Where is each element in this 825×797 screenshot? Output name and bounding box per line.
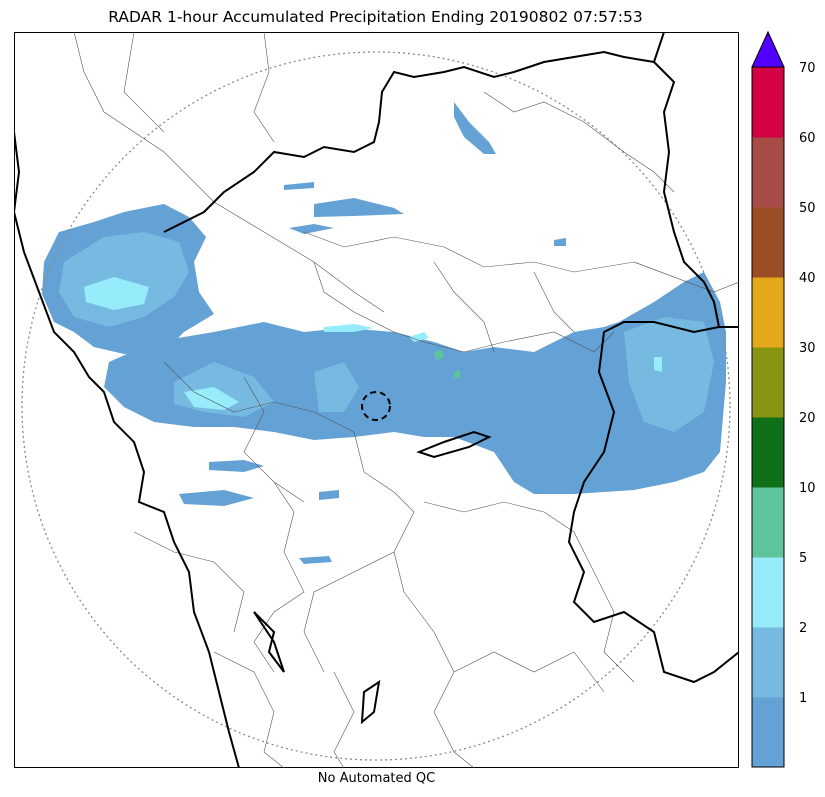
tick-label: 5 [799,551,807,566]
eastern-state-border [653,61,739,328]
tick-label: 40 [799,271,816,286]
colorbar-band [752,697,784,768]
radar-map[interactable] [14,32,739,768]
tick-label: 2 [799,621,807,636]
tick-label: 70 [799,61,816,76]
colorbar-band [752,487,784,558]
colorbar-overflow-triangle [751,30,785,68]
tick-label: 60 [799,131,816,146]
tick-label: 10 [799,481,816,496]
colorbar-band [752,67,784,138]
colorbar-frame [751,66,785,768]
colorbar-band [752,137,784,208]
colorbar-band [752,207,784,278]
colorbar-band [752,347,784,418]
colorbar-bands [752,67,784,768]
colorbar: 1 2 5 10 20 30 40 50 60 70 [751,30,816,768]
tick-label: 20 [799,411,816,426]
colorbar-ticks: 1 2 5 10 20 30 40 50 60 70 [799,61,816,706]
state-boundaries [14,32,739,768]
radar-range-ring [21,51,731,761]
radar-site-marker [361,391,391,421]
colorbar-band [752,277,784,348]
colorbar-band [752,417,784,488]
district-boundaries [73,32,739,768]
southeast-border [567,321,739,684]
precipitation-moderate [59,232,714,432]
echo-northeast-streak [454,102,496,154]
coastline [14,131,240,768]
tick-label: 50 [799,201,816,216]
tick-label: 30 [799,341,816,356]
inner-enclave [416,430,492,459]
precipitation-heavy [84,277,662,410]
tick-label: 1 [799,691,807,706]
echo-north-streaks [284,182,566,246]
qc-status-label: No Automated QC [317,771,436,786]
northern-state-border [163,32,665,233]
colorbar-band [752,557,784,628]
echo-central-band [104,272,726,494]
southern-enclave [253,611,381,725]
colorbar-band [752,627,784,698]
chart-title: RADAR 1-hour Accumulated Precipitation E… [108,8,643,26]
